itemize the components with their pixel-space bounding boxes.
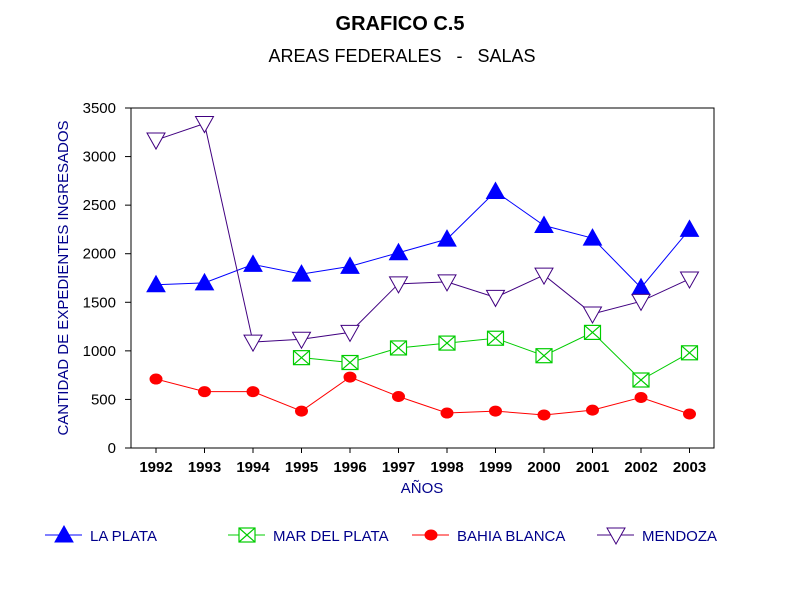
x-tick-label: 1993 [188, 459, 221, 476]
data-point [586, 404, 599, 416]
data-point [146, 274, 166, 293]
data-point [485, 181, 506, 200]
data-point [486, 330, 505, 346]
legend-label: BAHIA BLANCA [457, 528, 565, 545]
x-tick-label: 1997 [382, 459, 415, 476]
x-tick-label: 1992 [139, 459, 172, 476]
x-tick-label: 1998 [430, 459, 463, 476]
legend-marker [238, 527, 256, 543]
data-point [437, 229, 457, 247]
y-tick-label: 3000 [83, 149, 116, 166]
x-axis-label: AÑOS [401, 480, 444, 497]
data-point [149, 373, 163, 385]
data-point [485, 289, 506, 308]
y-axis: 0 500 1000 1500 2000 2500 3000 3500 [83, 100, 131, 457]
legend-item: MAR DEL PLATA [228, 527, 389, 545]
series-bahia-blanca [149, 371, 696, 421]
x-tick-label: 1994 [236, 459, 270, 476]
data-point [340, 324, 360, 343]
y-tick-label: 2000 [83, 246, 116, 263]
data-point [631, 293, 651, 312]
legend-item: MENDOZA [597, 527, 717, 546]
data-point [440, 407, 454, 419]
y-tick-label: 2500 [83, 197, 116, 214]
y-tick-label: 1500 [83, 294, 116, 311]
chart-title: GRAFICO C.5 [336, 13, 465, 35]
legend-item: BAHIA BLANCA [412, 528, 565, 545]
data-point [437, 274, 457, 292]
data-point [489, 405, 502, 417]
x-axis: 1992 1993 1994 1995 1996 1997 1998 1999 2000 2001… [139, 448, 706, 476]
series-line [155, 122, 690, 343]
x-tick-label: 1999 [479, 459, 512, 476]
legend-marker [424, 529, 438, 541]
x-tick-label: 2002 [624, 459, 657, 476]
y-tick-label: 1000 [83, 343, 116, 360]
legend-marker [54, 524, 74, 543]
x-tick-label: 2001 [576, 459, 609, 476]
x-tick-label: 1995 [285, 459, 318, 476]
legend: LA PLATA MAR DEL PLATA BAHIA BLANCA MENDOZA [45, 524, 717, 546]
x-tick-label: 2000 [527, 459, 560, 476]
data-point [194, 116, 215, 134]
data-point [683, 408, 696, 420]
data-point [291, 331, 312, 350]
series-line [155, 190, 690, 289]
data-point [291, 264, 312, 282]
data-point [583, 324, 602, 340]
x-tick-label: 2003 [673, 459, 706, 476]
series-mar-del-plata [292, 324, 699, 388]
data-point [388, 276, 409, 294]
data-point [146, 132, 166, 151]
data-point [388, 242, 409, 261]
data-point [343, 371, 357, 383]
data-point [582, 306, 603, 324]
data-point [194, 272, 215, 291]
data-point [634, 391, 648, 403]
data-point [534, 215, 554, 234]
y-tick-label: 500 [91, 391, 116, 408]
data-point [680, 345, 699, 361]
y-tick-label: 0 [108, 440, 116, 457]
data-point [535, 348, 553, 364]
legend-item: LA PLATA [45, 524, 157, 545]
legend-label: LA PLATA [90, 528, 157, 545]
data-point [198, 386, 211, 398]
legend-marker [606, 527, 626, 546]
data-point [534, 267, 554, 286]
y-axis-label: CANTIDAD DE EXPEDIENTES INGRESADOS [55, 120, 72, 435]
data-point [679, 219, 700, 237]
y-tick-label: 3500 [83, 100, 116, 117]
data-point [389, 340, 408, 356]
series-layer [146, 116, 700, 421]
legend-label: MAR DEL PLATA [273, 528, 389, 545]
data-point [341, 354, 359, 371]
series-line [155, 376, 690, 416]
data-point [392, 391, 405, 403]
x-tick-label: 1996 [333, 459, 366, 476]
series-mendoza [146, 116, 700, 353]
data-point [632, 372, 650, 388]
legend-label: MENDOZA [642, 528, 717, 545]
data-point [679, 271, 700, 289]
data-point [295, 405, 308, 417]
data-point [537, 409, 551, 421]
chart-subtitle: AREAS FEDERALES - SALAS [268, 46, 535, 66]
data-point [292, 350, 311, 366]
data-point [246, 386, 260, 398]
data-point [340, 256, 360, 274]
data-point [438, 335, 456, 351]
data-point [243, 334, 263, 353]
data-point [582, 228, 603, 246]
data-point [243, 254, 263, 272]
